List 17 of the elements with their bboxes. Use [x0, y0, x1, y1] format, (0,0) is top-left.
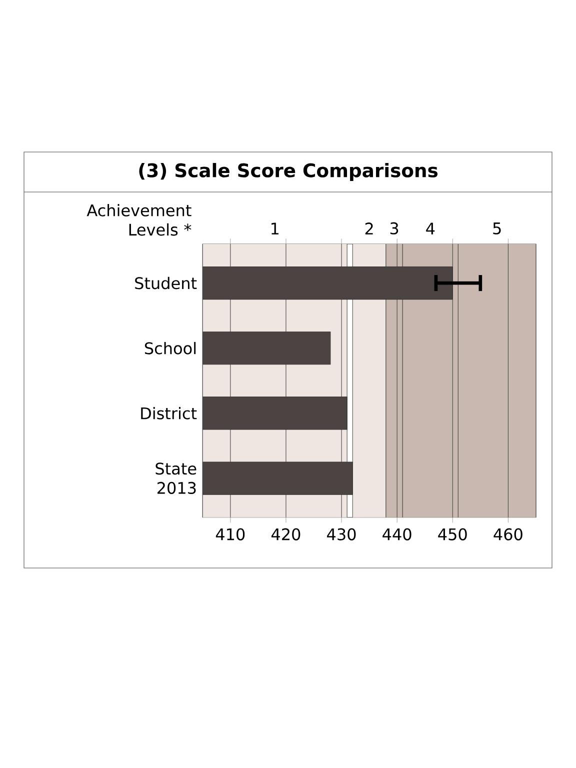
x-tick-label: 440 — [382, 528, 412, 540]
text: Achievement Levels * — [86, 204, 192, 236]
chart-title: (3) Scale Score Comparisons — [139, 162, 438, 182]
y-tick-label: State 2013 — [156, 462, 196, 494]
x-tick-label: 410 — [216, 528, 245, 540]
band-label: 1 — [272, 222, 278, 234]
x-tick-label: 420 — [271, 528, 300, 540]
y-tick-label: District — [141, 407, 197, 420]
y-tick-label: Student — [135, 276, 197, 290]
x-tick-label: 460 — [494, 528, 522, 540]
band-label: 3 — [390, 222, 398, 234]
x-tick-label: 450 — [438, 528, 467, 540]
band-label: 5 — [493, 222, 501, 234]
y-tick-label: School — [144, 342, 196, 354]
band-label: 2 — [365, 222, 373, 234]
x-tick-label: 430 — [327, 528, 356, 540]
band-label: 4 — [426, 222, 435, 234]
